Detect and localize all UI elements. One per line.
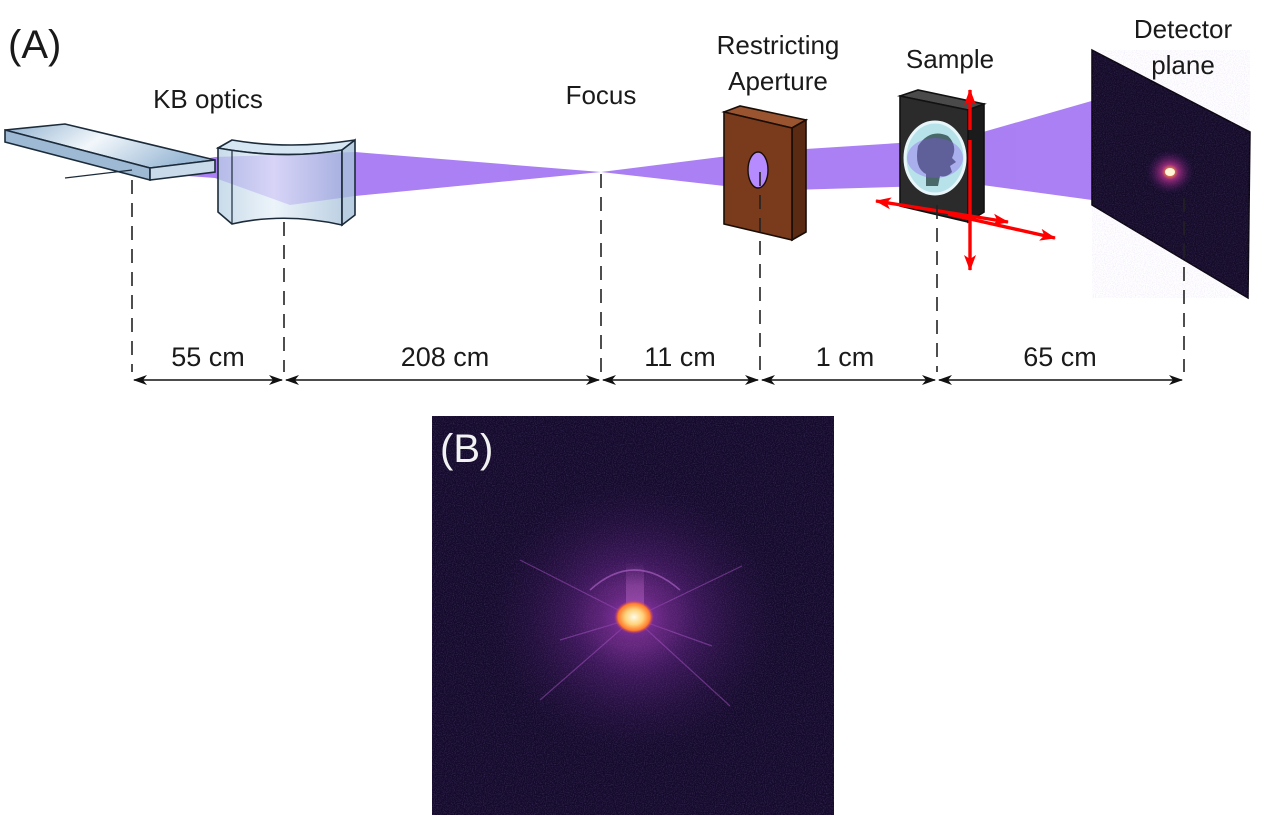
distance-label: 11 cm <box>644 342 716 372</box>
focus-label: Focus <box>566 80 637 110</box>
curved-mirror-icon <box>215 138 356 227</box>
detector-panel-icon <box>1091 48 1251 300</box>
distance-dimensions: 55 cm 208 cm 11 cm 1 cm 65 cm <box>133 342 1183 385</box>
distance-focus-aperture: 11 cm <box>602 342 759 385</box>
sample-label: Sample <box>906 44 994 74</box>
detector-label-line2: plane <box>1151 50 1215 80</box>
translation-arrows-icon <box>875 89 1056 271</box>
distance-label: 208 cm <box>401 342 490 372</box>
aperture-plate-icon <box>721 105 809 242</box>
distance-label: 1 cm <box>816 342 875 372</box>
distance-label: 55 cm <box>171 342 245 372</box>
panel-a-label: (A) <box>8 23 61 67</box>
beam-after-focus <box>601 152 760 190</box>
reference-lines <box>131 172 1185 372</box>
flat-mirror-icon <box>4 123 216 182</box>
diffraction-pattern-image <box>432 416 834 815</box>
panel-b-label: (B) <box>440 427 493 471</box>
aperture-label-line2: Aperture <box>728 66 828 96</box>
distance-label: 65 cm <box>1023 342 1097 372</box>
distance-kb1-kb2: 55 cm <box>133 342 283 385</box>
distance-aperture-sample: 1 cm <box>761 342 936 385</box>
aperture-label-line1: Restricting <box>717 30 840 60</box>
distance-kb2-focus: 208 cm <box>285 342 600 385</box>
kb-optics-label: KB optics <box>153 84 263 114</box>
beam-after-aperture <box>790 142 930 190</box>
detector-label-line1: Detector <box>1134 14 1233 44</box>
distance-sample-detector: 65 cm <box>938 342 1183 385</box>
sample-holder-icon <box>896 89 987 224</box>
